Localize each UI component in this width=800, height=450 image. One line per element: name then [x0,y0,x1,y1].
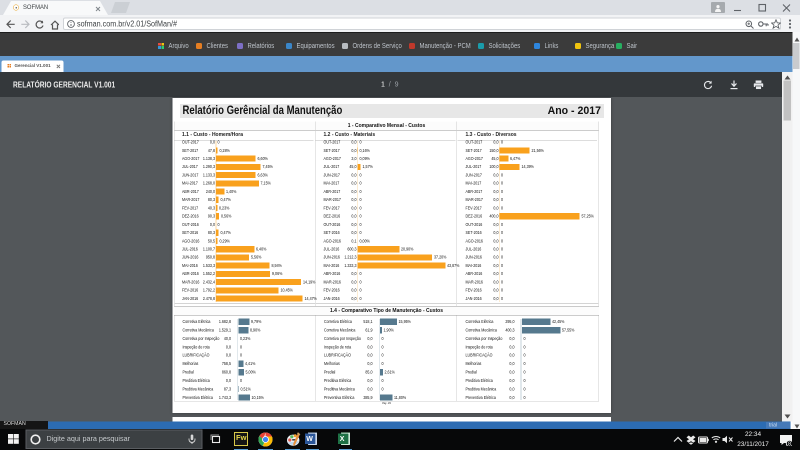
svg-text:8: 8 [788,442,791,446]
